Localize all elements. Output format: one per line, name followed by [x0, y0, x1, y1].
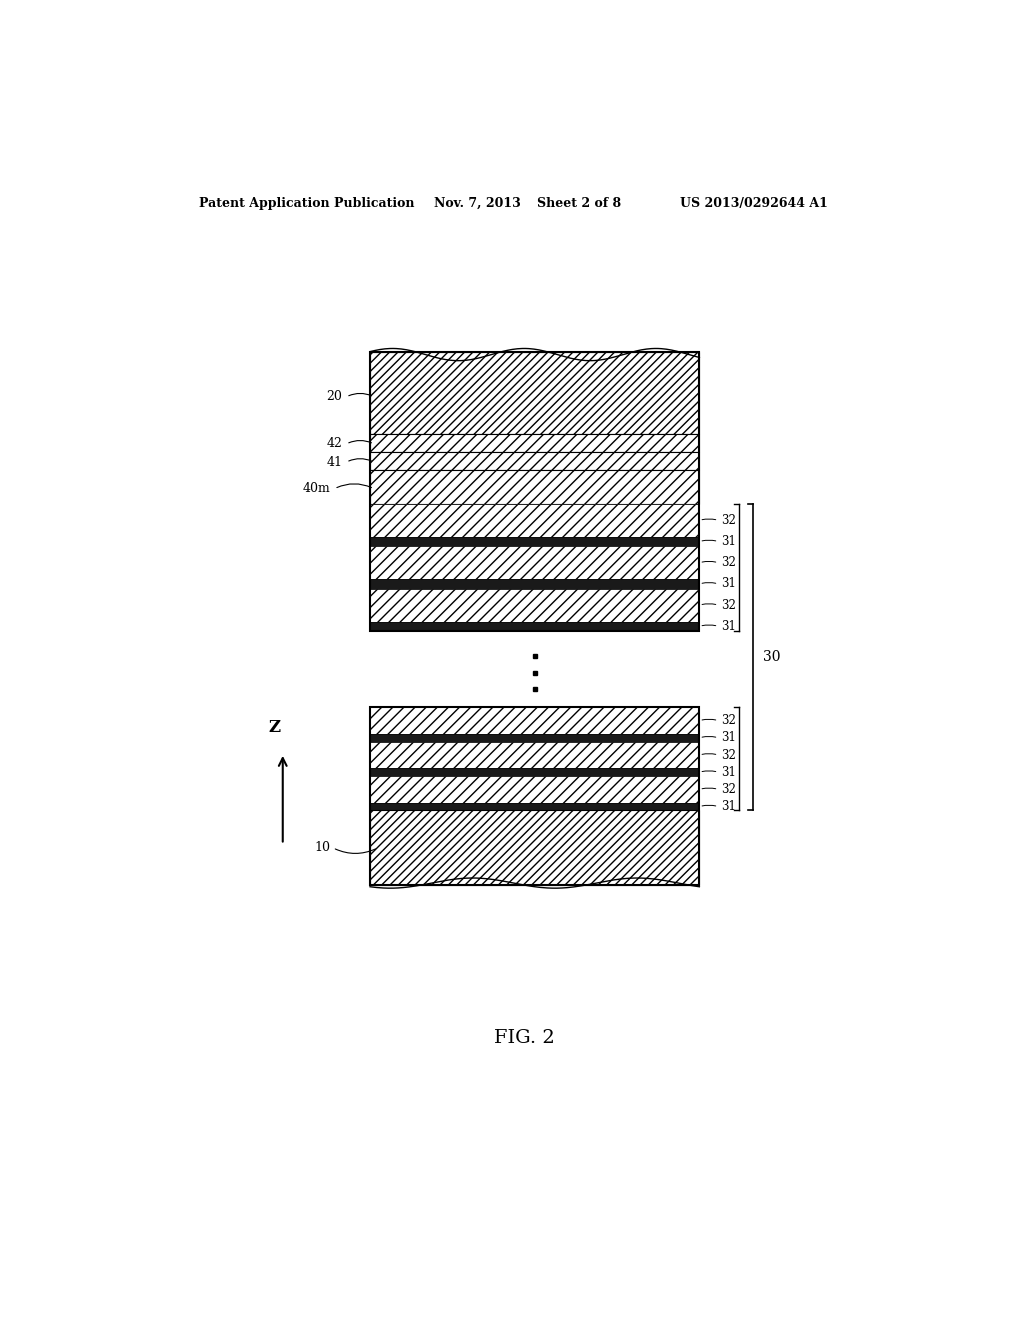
- Text: 41: 41: [327, 455, 342, 469]
- Bar: [370, 708, 699, 734]
- Text: 31: 31: [722, 535, 736, 548]
- Text: 10: 10: [314, 841, 331, 854]
- Bar: [370, 351, 699, 631]
- Bar: [370, 546, 699, 579]
- Bar: [370, 768, 699, 776]
- Bar: [370, 708, 699, 886]
- Text: Nov. 7, 2013: Nov. 7, 2013: [433, 197, 520, 210]
- Bar: [370, 589, 699, 622]
- Text: 40m: 40m: [303, 482, 331, 495]
- Bar: [370, 734, 699, 742]
- Bar: [370, 351, 699, 434]
- Text: 30: 30: [763, 651, 780, 664]
- Text: 32: 32: [722, 599, 736, 611]
- Text: 32: 32: [722, 714, 736, 727]
- Text: 31: 31: [722, 620, 736, 632]
- Text: 32: 32: [722, 748, 736, 762]
- Text: Z: Z: [268, 718, 281, 735]
- Bar: [370, 453, 699, 470]
- Text: Sheet 2 of 8: Sheet 2 of 8: [537, 197, 621, 210]
- Bar: [370, 504, 699, 537]
- Text: FIG. 2: FIG. 2: [495, 1028, 555, 1047]
- Text: US 2013/0292644 A1: US 2013/0292644 A1: [680, 197, 827, 210]
- Bar: [370, 810, 699, 886]
- Text: 31: 31: [722, 731, 736, 744]
- Text: 42: 42: [327, 437, 342, 450]
- Bar: [370, 622, 699, 631]
- Text: Patent Application Publication: Patent Application Publication: [200, 197, 415, 210]
- Text: 31: 31: [722, 766, 736, 779]
- Bar: [370, 803, 699, 810]
- Text: 32: 32: [722, 783, 736, 796]
- Bar: [370, 470, 699, 504]
- Text: 32: 32: [722, 513, 736, 527]
- Text: 31: 31: [722, 577, 736, 590]
- Text: 20: 20: [327, 391, 342, 404]
- Bar: [370, 537, 699, 546]
- Bar: [370, 434, 699, 453]
- Bar: [370, 776, 699, 803]
- Text: 31: 31: [722, 800, 736, 813]
- Bar: [370, 579, 699, 589]
- Bar: [370, 742, 699, 768]
- Text: 32: 32: [722, 556, 736, 569]
